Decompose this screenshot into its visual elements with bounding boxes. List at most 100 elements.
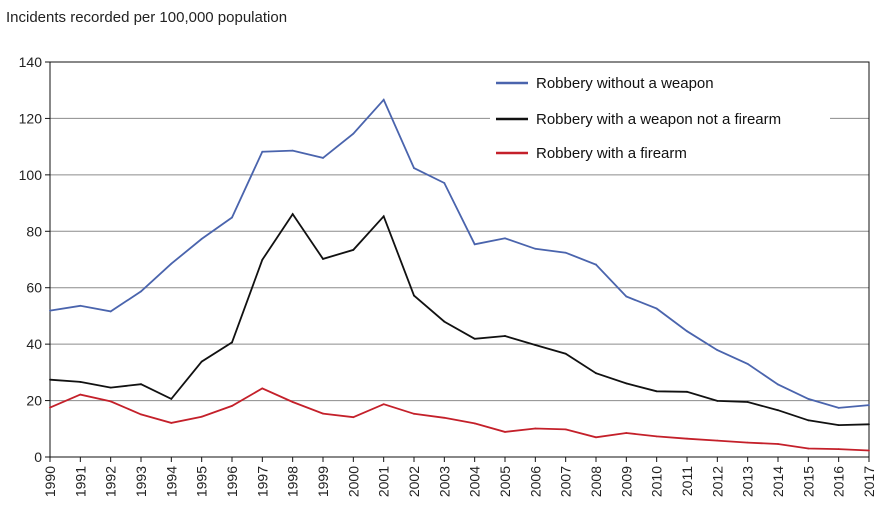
data-point xyxy=(504,335,506,337)
data-point xyxy=(746,362,749,365)
data-point xyxy=(655,435,658,438)
data-point xyxy=(140,383,142,386)
y-tick-label: 0 xyxy=(34,449,42,465)
data-point xyxy=(49,378,51,381)
x-tick-label: 2000 xyxy=(345,466,361,497)
data-point xyxy=(595,263,597,266)
x-tick-label: 2007 xyxy=(558,466,574,497)
series-line-3 xyxy=(49,387,870,452)
x-tick-labels: 1990 1991 1992 1993 1994 1995 1996 1997 1998 1999… xyxy=(42,457,876,497)
x-tick-label: 1998 xyxy=(285,466,301,497)
y-tick-label: 140 xyxy=(19,54,43,70)
data-point xyxy=(231,405,233,407)
data-point xyxy=(413,167,415,169)
x-tick-label: 2015 xyxy=(800,466,816,497)
data-point xyxy=(564,352,567,355)
data-point xyxy=(473,337,476,340)
data-point xyxy=(109,386,112,389)
x-tick-label: 1994 xyxy=(163,466,179,497)
data-point xyxy=(200,415,203,418)
data-point xyxy=(382,98,385,101)
x-tick-label: 2016 xyxy=(831,466,847,497)
data-point xyxy=(473,243,476,246)
data-point xyxy=(443,416,446,419)
y-tick-label: 60 xyxy=(26,280,42,296)
legend-background xyxy=(490,140,792,165)
data-point xyxy=(352,249,355,251)
x-tick-label: 2017 xyxy=(861,466,876,497)
legend-background xyxy=(490,70,792,95)
data-point xyxy=(564,251,567,254)
data-point xyxy=(200,238,203,240)
data-point xyxy=(382,215,385,218)
data-point xyxy=(140,413,142,416)
data-point xyxy=(261,150,264,153)
data-point xyxy=(686,330,688,333)
x-tick-label: 2004 xyxy=(467,466,483,497)
data-point xyxy=(837,407,840,409)
data-point xyxy=(291,401,294,403)
y-tick-label: 20 xyxy=(26,393,42,409)
data-point xyxy=(807,447,810,450)
data-point xyxy=(716,349,719,351)
y-tick-label: 120 xyxy=(19,110,43,126)
data-point xyxy=(655,307,658,310)
data-point xyxy=(49,309,51,312)
data-point xyxy=(625,382,628,385)
data-point xyxy=(868,404,870,406)
data-point xyxy=(746,441,749,444)
data-point xyxy=(49,406,51,409)
data-point xyxy=(686,437,688,440)
data-point xyxy=(322,157,324,159)
x-tick-label: 2009 xyxy=(618,466,634,497)
data-point xyxy=(170,262,173,265)
y-axis-label: Incidents recorded per 100,000 populatio… xyxy=(6,9,287,26)
x-tick-label: 2010 xyxy=(649,466,665,497)
data-point xyxy=(413,294,415,297)
data-point xyxy=(716,439,719,442)
x-tick-label: 1992 xyxy=(103,466,119,497)
data-point xyxy=(170,397,173,400)
legend-entry: Robbery with a firearm xyxy=(536,145,687,162)
data-point xyxy=(504,430,506,433)
data-point xyxy=(291,149,294,152)
x-tick-label: 1991 xyxy=(72,466,88,497)
data-point xyxy=(777,443,779,445)
y-tick-label: 80 xyxy=(26,223,42,239)
x-tick-label: 2006 xyxy=(527,466,543,497)
x-tick-label: 2002 xyxy=(406,466,422,497)
legend: Robbery without a weapon Robbery with a w… xyxy=(490,70,830,165)
data-point xyxy=(625,295,628,298)
x-tick-label: 1997 xyxy=(254,466,270,497)
data-point xyxy=(837,424,840,427)
data-point xyxy=(473,422,476,425)
data-point xyxy=(109,400,112,403)
x-tick-label: 1995 xyxy=(194,466,210,497)
x-tick-label: 2003 xyxy=(436,466,452,497)
data-point xyxy=(109,310,112,313)
x-tick-label: 1996 xyxy=(224,466,240,497)
legend-entry: Robbery with a weapon not a firearm xyxy=(536,111,781,128)
data-point xyxy=(777,383,779,386)
data-point xyxy=(807,419,810,422)
data-point xyxy=(231,216,233,219)
data-point xyxy=(443,320,446,323)
data-point xyxy=(534,247,537,250)
x-tick-label: 1993 xyxy=(133,466,149,497)
data-point xyxy=(686,390,688,393)
data-point xyxy=(79,304,82,307)
data-point xyxy=(746,401,749,403)
series-line-1 xyxy=(49,98,870,409)
y-tick-labels: 0 20 40 60 80 100 120 140 xyxy=(19,54,50,465)
data-point xyxy=(413,412,415,415)
data-point xyxy=(79,393,82,396)
data-point xyxy=(352,416,355,419)
data-point xyxy=(777,409,779,412)
x-tick-label: 2005 xyxy=(497,466,513,497)
y-tick-label: 100 xyxy=(19,167,43,183)
data-point xyxy=(322,258,324,260)
data-point xyxy=(504,237,506,240)
x-tick-label: 2012 xyxy=(709,466,725,497)
x-tick-label: 2008 xyxy=(588,466,604,497)
